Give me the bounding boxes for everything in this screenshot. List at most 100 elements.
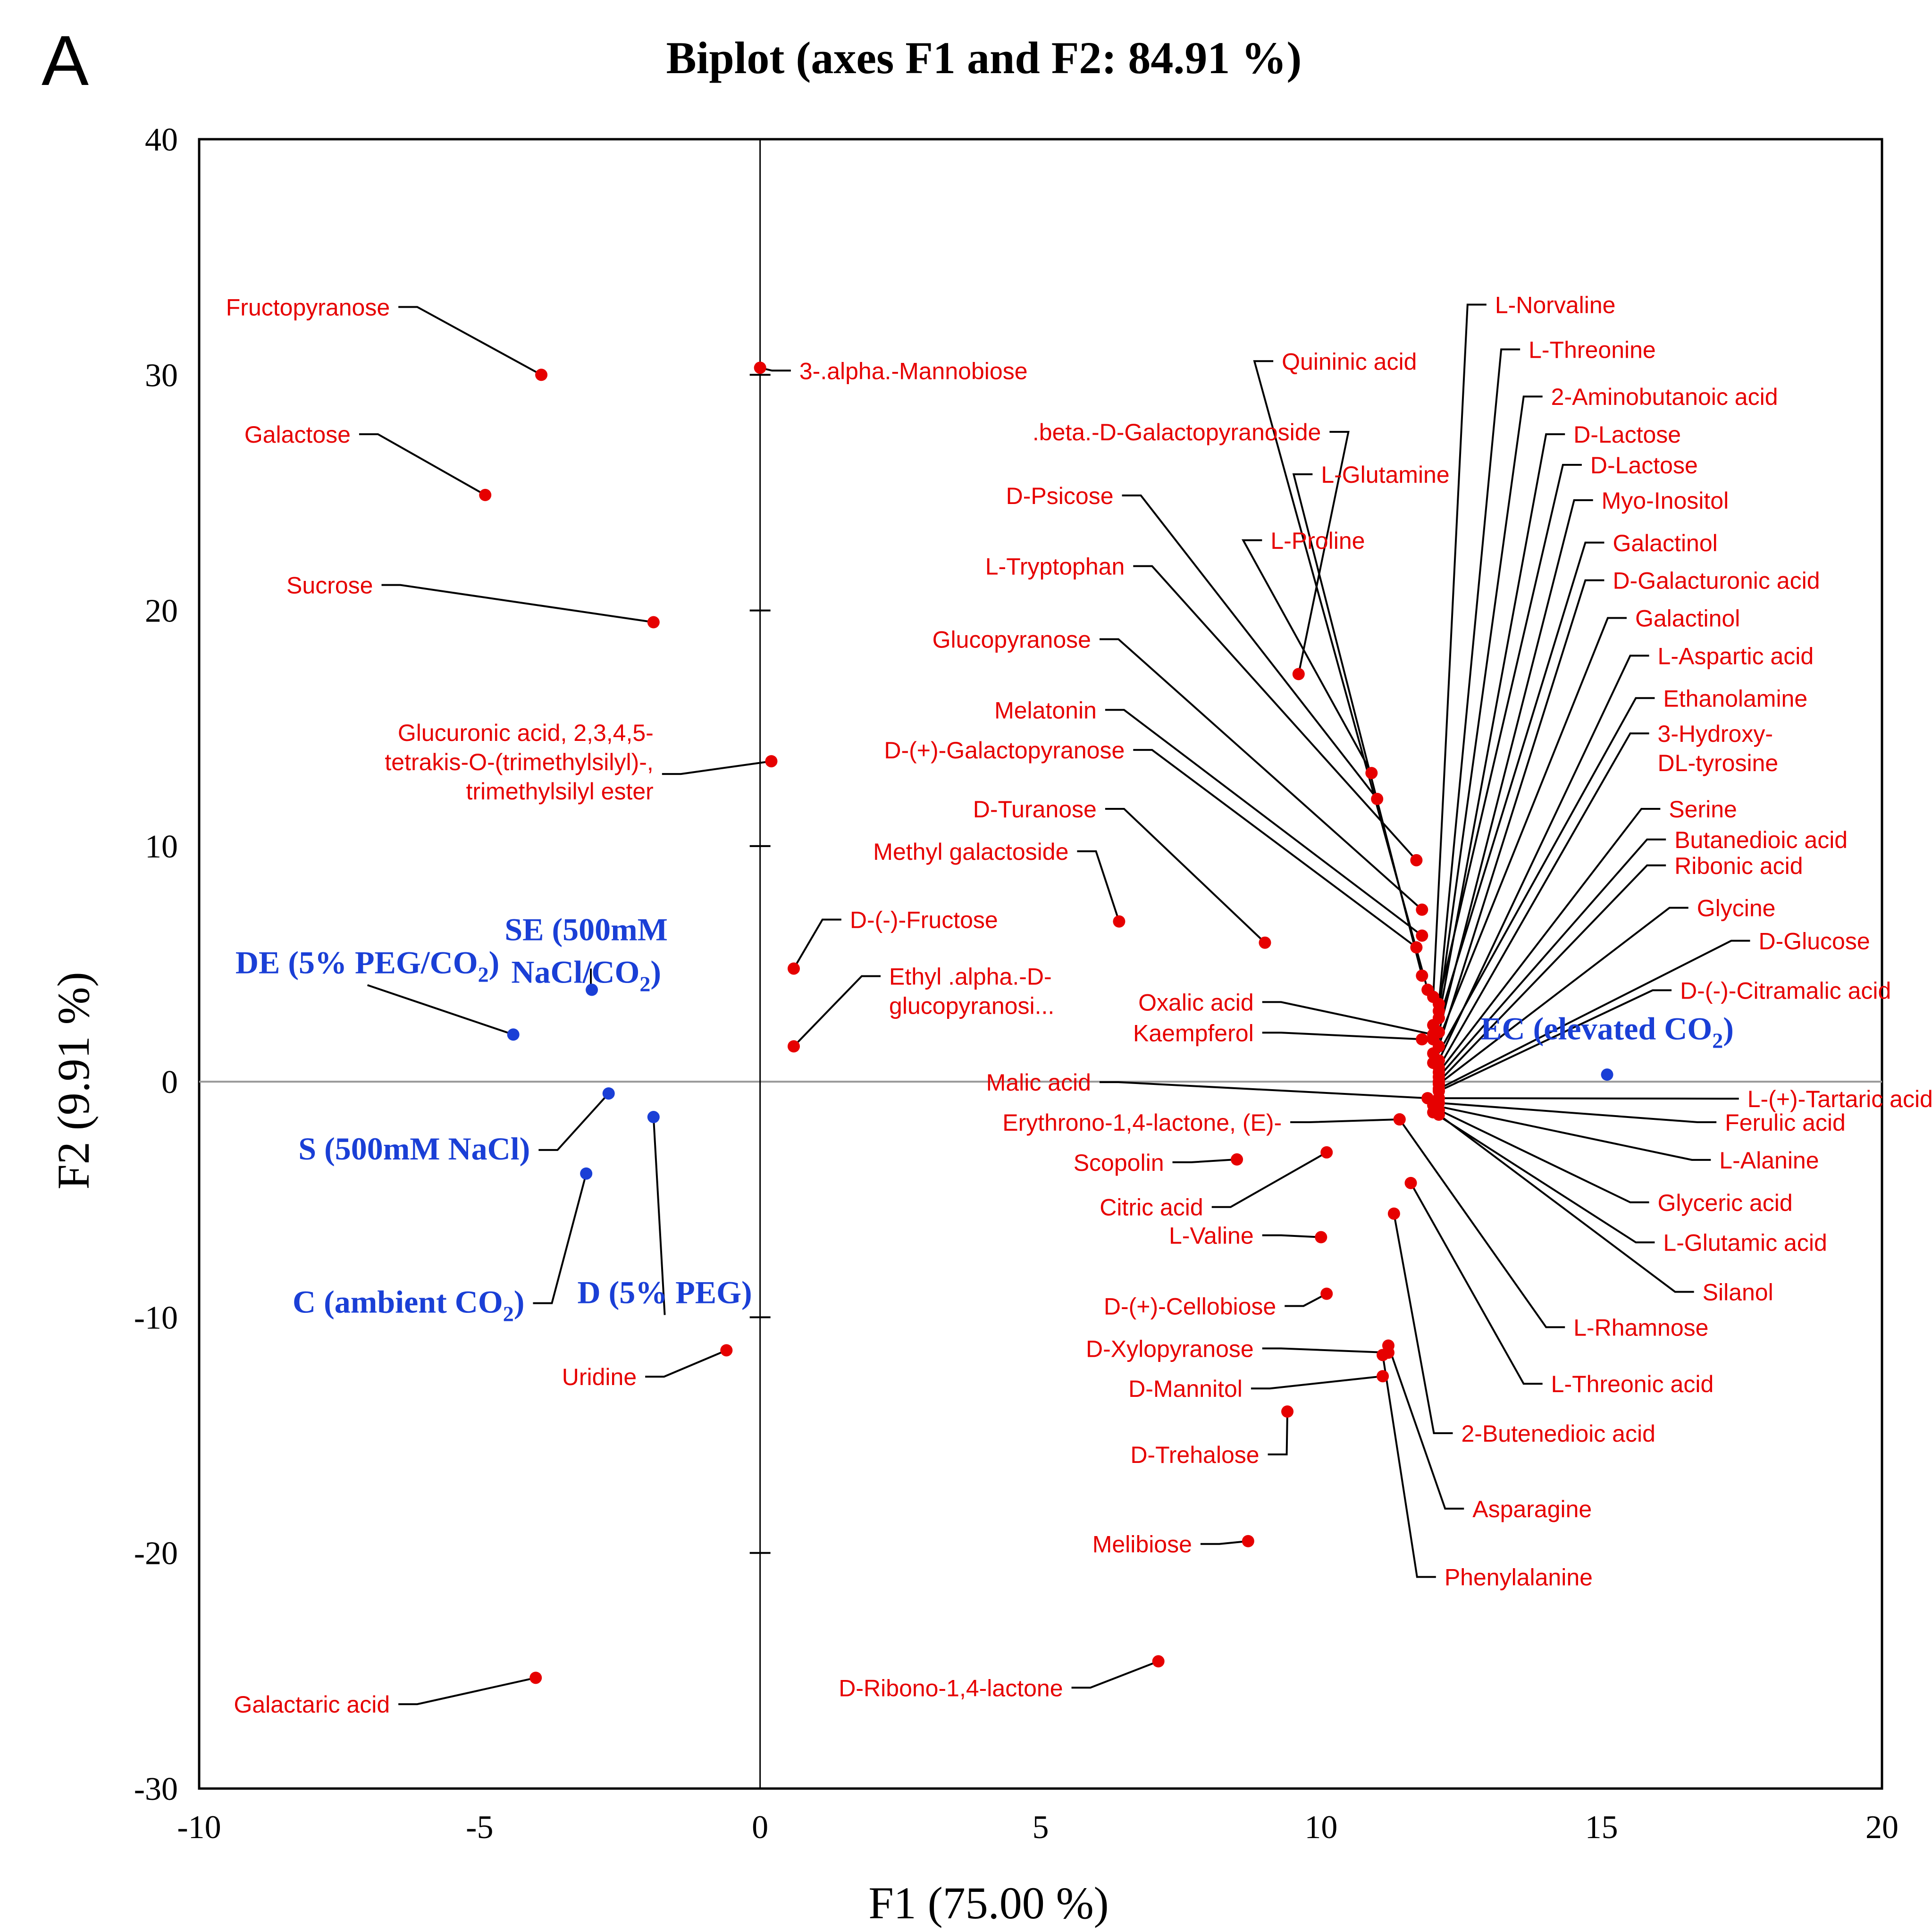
leader-line bbox=[1433, 1104, 1711, 1161]
leader-line bbox=[1438, 1114, 1694, 1293]
leader-line bbox=[1438, 838, 1666, 1078]
variable-label-l-rhamnose: L-Rhamnose bbox=[1573, 1314, 1708, 1341]
variable-label-beta-d-galactopyranoside: .beta.-D-Galactopyranoside bbox=[1033, 419, 1321, 445]
variable-point-d-psicose bbox=[1371, 793, 1384, 805]
x-axis-ticks: -10 -5 0 5 10 15 20 bbox=[177, 1809, 1898, 1846]
variable-label-butanedioic-acid: Butanedioic acid bbox=[1674, 827, 1848, 853]
observation-label-de-5-peg-co2: DE (5% PEG/CO2) bbox=[235, 944, 499, 986]
leader-line bbox=[1438, 1097, 1739, 1100]
leader-line bbox=[1432, 463, 1582, 1025]
variable-point-fructopyranose bbox=[535, 369, 548, 381]
variable-label-l-glutamine: L-Glutamine bbox=[1321, 462, 1449, 488]
x-tick-label: 15 bbox=[1585, 1809, 1618, 1846]
variable-label-ethanolamine: Ethanolamine bbox=[1663, 685, 1807, 712]
variable-label-l-aspartic-acid: L-Aspartic acid bbox=[1658, 643, 1814, 669]
variable-label-serine: Serine bbox=[1669, 796, 1737, 823]
variable-label-l-threonic-acid: L-Threonic acid bbox=[1551, 1371, 1714, 1397]
variable-label-3-hydroxy-dl-tyrosine: 3-Hydroxy-DL-tyrosine bbox=[1658, 721, 1779, 776]
variable-label-3-alpha-mannobiose: 3-.alpha.-Mannobiose bbox=[799, 358, 1028, 384]
leader-line bbox=[1268, 1411, 1289, 1455]
variable-label-scopolin: Scopolin bbox=[1074, 1150, 1164, 1176]
leader-line bbox=[1438, 579, 1604, 1047]
x-tick-label: -10 bbox=[177, 1809, 221, 1846]
variable-label-d-lactose: D-Lactose bbox=[1590, 452, 1698, 479]
y-tick-label: -30 bbox=[134, 1771, 178, 1807]
variable-label-d-ribono-1-4-lactone: D-Ribono-1,4-lactone bbox=[839, 1675, 1063, 1701]
variable-label-l-glutamic-acid: L-Glutamic acid bbox=[1663, 1230, 1827, 1256]
leader-line bbox=[645, 1349, 727, 1378]
variable-label-citric-acid: Citric acid bbox=[1100, 1194, 1203, 1221]
leader-line bbox=[1382, 1355, 1436, 1578]
variable-label-d-lactose: D-Lactose bbox=[1573, 421, 1681, 448]
variable-label-melatonin: Melatonin bbox=[994, 697, 1097, 723]
leader-line bbox=[1262, 1347, 1389, 1354]
variable-point-3-alpha-mannobiose bbox=[754, 361, 766, 374]
variable-label-ferulic-acid: Ferulic acid bbox=[1725, 1109, 1846, 1136]
variable-point-d-turanose bbox=[1259, 936, 1271, 949]
y-tick-label: 0 bbox=[161, 1064, 178, 1100]
variable-point-d-trehalose bbox=[1281, 1405, 1294, 1418]
leader-line bbox=[1172, 1158, 1237, 1163]
panel-letter: A bbox=[42, 21, 89, 100]
variable-label-glucuronic-acid-2-3-4-5-tetrakis-o-trimethylsilyl-trimethylsilyl-ester: Glucuronic acid, 2,3,4,5-tetrakis-O-(tri… bbox=[385, 720, 653, 805]
leader-line bbox=[381, 584, 654, 623]
leader-line bbox=[1077, 850, 1120, 922]
leader-line bbox=[1438, 807, 1661, 1073]
variable-label-l-norvaline: L-Norvaline bbox=[1495, 292, 1616, 318]
leader-line bbox=[538, 1092, 610, 1151]
variable-label-d-fructose: D-(-)-Fructose bbox=[850, 907, 998, 933]
variable-label-l-tartaric-acid: L-(+)-Tartaric acid bbox=[1747, 1086, 1932, 1112]
leader-line bbox=[367, 984, 514, 1036]
leader-line bbox=[1262, 1234, 1321, 1238]
variable-label-sucrose: Sucrose bbox=[286, 572, 373, 599]
leader-line bbox=[662, 760, 772, 775]
y-tick-label: -20 bbox=[134, 1536, 178, 1572]
observation-label-d-5-peg: D (5% PEG) bbox=[577, 1274, 752, 1310]
leader-line bbox=[1437, 395, 1543, 1011]
variable-label-galactinol: Galactinol bbox=[1613, 530, 1717, 556]
variable-point-d-cellobiose bbox=[1320, 1287, 1333, 1300]
variable-label-2-aminobutanoic-acid: 2-Aminobutanoic acid bbox=[1551, 384, 1778, 410]
zero-axis-ticks bbox=[749, 374, 771, 1554]
variable-label-galactose: Galactose bbox=[244, 421, 351, 448]
point-labels: Fructopyranose Galactose Sucrose 3-.alpha.-… bbox=[226, 292, 1932, 1718]
variable-label-melibiose: Melibiose bbox=[1092, 1531, 1192, 1558]
leader-line bbox=[1438, 864, 1666, 1083]
variable-point-glucopyranose bbox=[1416, 903, 1428, 916]
leader-line bbox=[1200, 1540, 1249, 1545]
observation-point-c-ambient-co2 bbox=[580, 1167, 593, 1180]
leader-line bbox=[1393, 1213, 1453, 1435]
variable-label-asparagine: Asparagine bbox=[1472, 1496, 1592, 1522]
variable-label-d-mannitol: D-Mannitol bbox=[1128, 1376, 1243, 1402]
variable-label-myo-inositol: Myo-Inositol bbox=[1602, 487, 1729, 514]
leader-line bbox=[1387, 1345, 1464, 1510]
leader-line bbox=[652, 1117, 666, 1315]
variable-point-uridine bbox=[720, 1344, 733, 1357]
y-tick-label: 30 bbox=[145, 357, 178, 394]
leader-line bbox=[1133, 565, 1417, 861]
variable-label-ribonic-acid: Ribonic acid bbox=[1674, 853, 1803, 879]
leader-line bbox=[1437, 348, 1520, 1004]
leader-lines bbox=[359, 303, 1750, 1705]
leader-line bbox=[1241, 539, 1373, 774]
variable-label-d-turanose: D-Turanose bbox=[973, 796, 1097, 823]
variable-label-d-galactopyranose: D-(+)-Galactopyranose bbox=[884, 737, 1125, 764]
variable-label-l-threonine: L-Threonine bbox=[1529, 336, 1656, 363]
x-tick-label: 10 bbox=[1304, 1809, 1337, 1846]
leader-line bbox=[533, 1173, 588, 1304]
variable-label-oxalic-acid: Oxalic acid bbox=[1138, 989, 1254, 1016]
observation-point-ec-elevated-co2 bbox=[1601, 1068, 1613, 1081]
leader-line bbox=[1438, 1102, 1717, 1123]
leader-line bbox=[1071, 1660, 1159, 1689]
variable-label-galactinol: Galactinol bbox=[1635, 605, 1740, 632]
leader-line bbox=[1105, 807, 1266, 944]
leader-line bbox=[1438, 499, 1593, 1033]
variable-point-l-rhamnose bbox=[1393, 1113, 1406, 1126]
variable-label-glycine: Glycine bbox=[1697, 895, 1776, 922]
observation-point-se-500mm-nacl-co2 bbox=[586, 983, 598, 996]
data-points bbox=[479, 361, 1613, 1684]
observation-point-s-500mm-nacl bbox=[602, 1087, 615, 1100]
variable-point-l-valine bbox=[1315, 1231, 1327, 1243]
leader-line bbox=[1099, 1081, 1428, 1100]
